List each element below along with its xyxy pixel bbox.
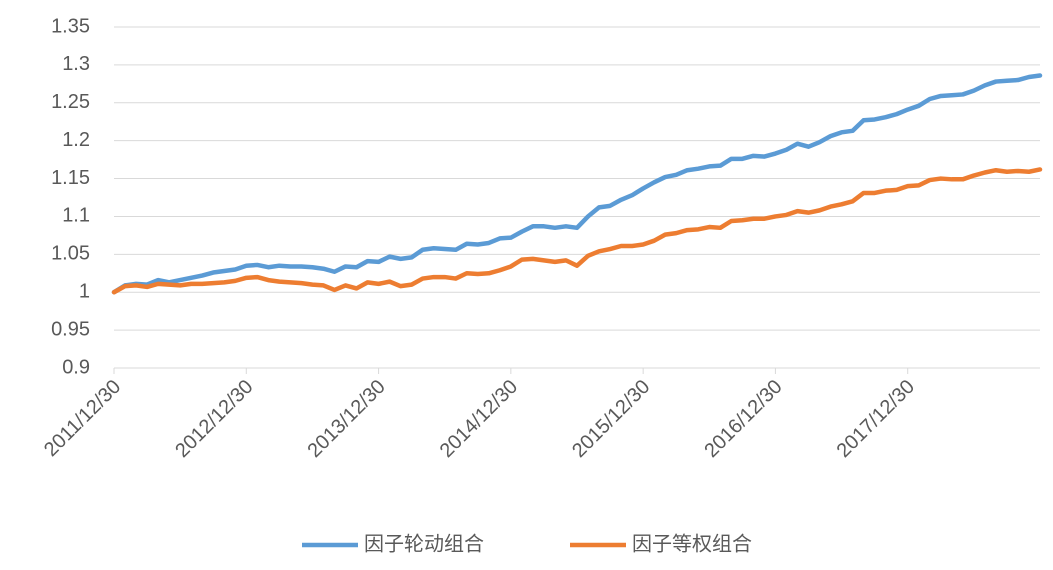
x-tick-label: 2012/12/30 <box>171 376 257 462</box>
y-tick-label: 0.95 <box>51 318 90 340</box>
x-tick-label: 2013/12/30 <box>303 376 389 462</box>
x-tick-label: 2014/12/30 <box>436 376 522 462</box>
y-tick-label: 1.15 <box>51 167 90 189</box>
y-tick-label: 1.2 <box>62 129 90 151</box>
y-tick-label: 1.1 <box>62 205 90 227</box>
series-line <box>111 167 1043 295</box>
x-tick-label: 2011/12/30 <box>40 376 125 461</box>
legend-label: 因子等权组合 <box>632 532 752 555</box>
y-tick-label: 1.25 <box>51 91 90 113</box>
x-tick-label: 2016/12/30 <box>700 376 786 462</box>
y-tick-label: 1 <box>79 281 90 303</box>
y-tick-label: 1.3 <box>62 53 90 75</box>
y-tick-label: 1.35 <box>51 15 90 37</box>
legend-label: 因子轮动组合 <box>364 532 484 555</box>
x-tick-label: 2017/12/30 <box>833 376 919 462</box>
x-tick-label: 2015/12/30 <box>568 376 654 462</box>
y-tick-label: 1.05 <box>51 243 90 265</box>
series-line <box>111 73 1043 295</box>
y-tick-label: 0.9 <box>62 356 90 378</box>
